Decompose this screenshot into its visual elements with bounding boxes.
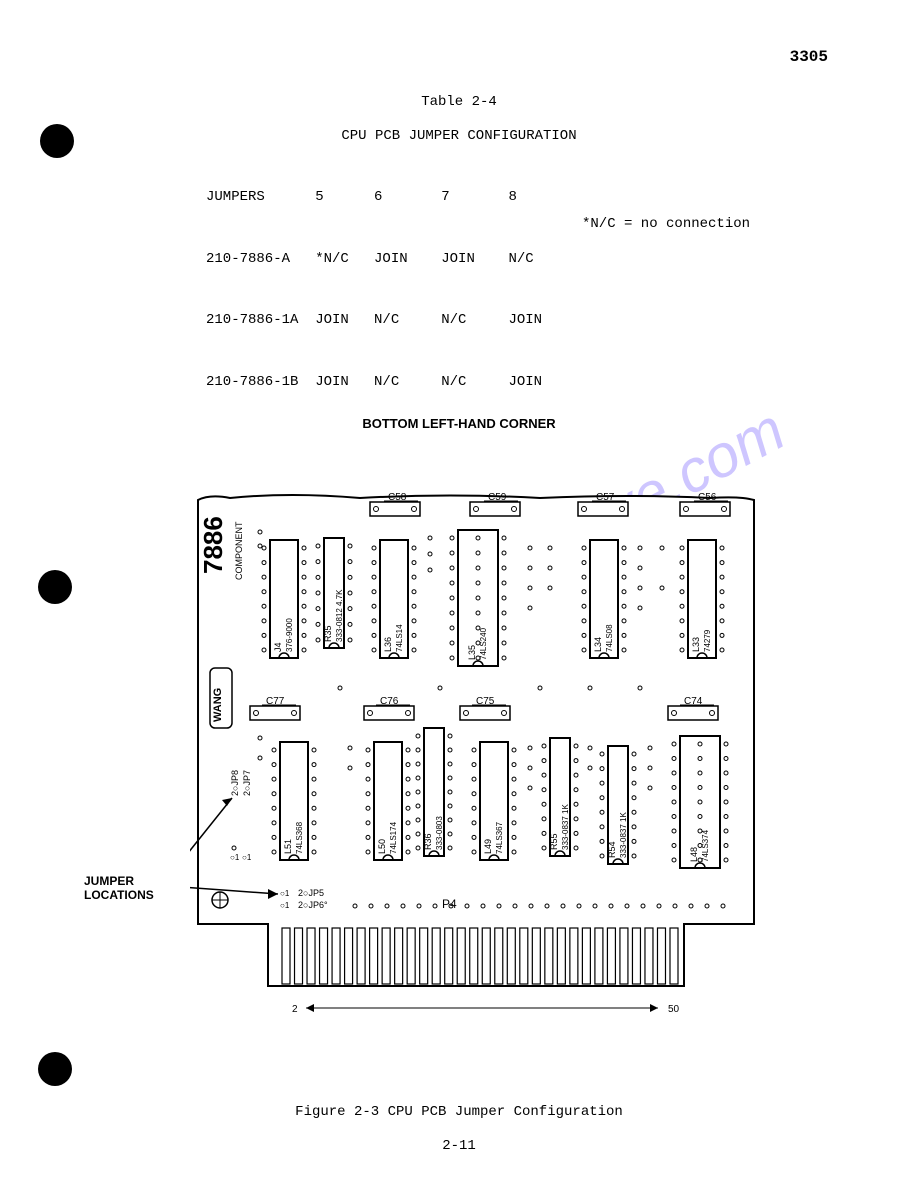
svg-text:333-0837 1K: 333-0837 1K: [561, 804, 570, 850]
nc-footnote: *N/C = no connection: [582, 216, 750, 232]
svg-text:74LS367: 74LS367: [495, 821, 504, 854]
svg-text:L33: L33: [691, 637, 701, 652]
svg-text:L34: L34: [593, 637, 603, 652]
jp7-label: 2○JP7: [242, 770, 252, 796]
svg-text:L50: L50: [377, 839, 387, 854]
svg-text:74LS368: 74LS368: [295, 821, 304, 854]
jumper-locations-callout: JUMPER LOCATIONS: [84, 874, 154, 903]
table-title: CPU PCB JUMPER CONFIGURATION: [0, 128, 918, 144]
svg-text:74LS240: 74LS240: [479, 627, 488, 660]
figure-sublabel: BOTTOM LEFT-HAND CORNER: [0, 416, 918, 431]
figure-caption: Figure 2-3 CPU PCB Jumper Configuration: [0, 1104, 918, 1120]
jp6-label: 2○JP6°: [298, 900, 328, 910]
svg-text:74LS174: 74LS174: [389, 821, 398, 854]
svg-text:○1: ○1: [280, 889, 290, 898]
svg-text:R35: R35: [323, 625, 333, 642]
svg-text:376-9000: 376-9000: [285, 618, 294, 652]
punch-hole-middle: [38, 570, 72, 604]
svg-text:333-0837 1K: 333-0837 1K: [619, 812, 628, 858]
punch-hole-bottom: [38, 1052, 72, 1086]
component-side-label: COMPONENT: [234, 521, 244, 580]
svg-text:L35: L35: [467, 645, 477, 660]
svg-text:74279: 74279: [703, 629, 712, 652]
svg-text:R55: R55: [549, 833, 559, 850]
jumper-locations-line2: LOCATIONS: [84, 888, 154, 902]
table-number: Table 2-4: [0, 94, 918, 110]
svg-text:L51: L51: [283, 839, 293, 854]
page-number: 2-11: [0, 1138, 918, 1154]
svg-text:R54: R54: [607, 841, 617, 858]
svg-text:333-0803: 333-0803: [435, 816, 444, 850]
jp5-label: 2○JP5: [298, 888, 324, 898]
svg-text:L48: L48: [689, 847, 699, 862]
svg-text:J4: J4: [273, 642, 283, 652]
edge-pin-2: 2: [292, 1004, 298, 1015]
jumper-configuration-table: JUMPERS 5 6 7 8 210-7886-A *N/C JOIN JOI…: [206, 182, 567, 398]
jp8-label: 2○JP8: [230, 770, 240, 796]
jumper-locations-line1: JUMPER: [84, 874, 134, 888]
document-number: 3305: [790, 48, 828, 66]
pcb-diagram: 7886 COMPONENT WANG C58C59C57C56 C77C76C…: [190, 488, 762, 1053]
svg-text:L49: L49: [483, 839, 493, 854]
svg-text:74LS08: 74LS08: [605, 624, 614, 652]
board-number-label: 7886: [198, 516, 228, 574]
svg-text:74LS14: 74LS14: [395, 624, 404, 652]
svg-text:L36: L36: [383, 637, 393, 652]
edge-pin-50: 50: [668, 1004, 680, 1015]
svg-text:○1: ○1: [230, 853, 240, 862]
brand-label: WANG: [212, 688, 224, 722]
svg-text:○1: ○1: [280, 901, 290, 910]
svg-text:333-0812 4.7K: 333-0812 4.7K: [335, 589, 344, 642]
document-page: 3305 Table 2-4 CPU PCB JUMPER CONFIGURAT…: [0, 0, 918, 1188]
svg-text:R36: R36: [423, 833, 433, 850]
svg-text:74LS374: 74LS374: [701, 829, 710, 862]
svg-text:○1: ○1: [242, 853, 252, 862]
